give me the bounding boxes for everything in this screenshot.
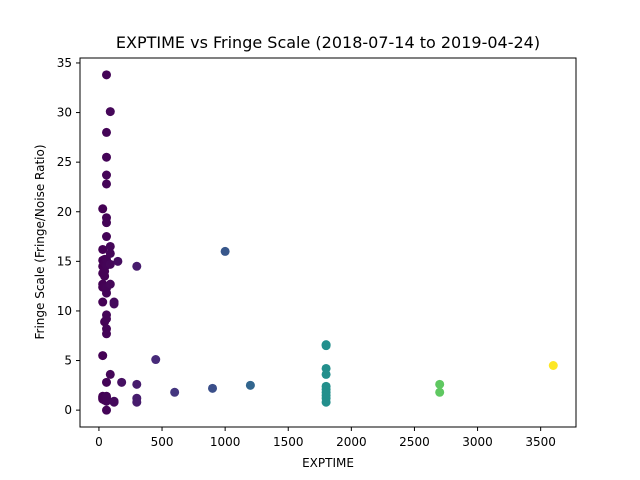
x-tick-label: 1500 <box>273 435 304 449</box>
data-point <box>109 299 119 309</box>
data-point <box>105 259 115 269</box>
y-tick-label: 15 <box>57 254 72 268</box>
data-point <box>208 383 218 393</box>
y-tick-label: 25 <box>57 155 72 169</box>
x-tick-label: 2000 <box>336 435 367 449</box>
x-axis: 0 500 1000 1500 2000 2500 3000 3500 <box>95 427 556 449</box>
y-tick-label: 35 <box>57 56 72 70</box>
y-axis: 0 5 10 15 20 25 30 35 <box>57 56 80 417</box>
data-point <box>321 341 331 351</box>
y-axis-label: Fringe Scale (Fringe/Noise Ratio) <box>33 144 47 339</box>
data-point <box>102 179 112 189</box>
x-tick-label: 500 <box>151 435 174 449</box>
y-tick-label: 0 <box>64 403 72 417</box>
data-point <box>98 244 108 254</box>
x-axis-label: EXPTIME <box>302 456 354 470</box>
data-point <box>105 241 115 251</box>
data-point <box>105 279 115 289</box>
data-point <box>105 369 115 379</box>
x-tick-label: 3500 <box>525 435 556 449</box>
data-point <box>220 246 230 256</box>
x-tick-label: 0 <box>95 435 103 449</box>
data-point <box>321 397 331 407</box>
data-point <box>102 170 112 180</box>
plot-frame <box>79 57 577 428</box>
data-point <box>102 377 112 387</box>
data-point <box>102 218 112 228</box>
points-layer <box>98 70 558 415</box>
data-point <box>435 379 445 389</box>
y-tick-label: 10 <box>57 304 72 318</box>
data-point <box>98 204 108 214</box>
data-point <box>100 271 110 281</box>
y-tick-label: 20 <box>57 205 72 219</box>
data-point <box>435 387 445 397</box>
chart-title: EXPTIME vs Fringe Scale (2018-07-14 to 2… <box>116 33 540 52</box>
data-point <box>548 361 558 370</box>
x-tick-label: 2500 <box>399 435 430 449</box>
data-point <box>98 297 108 307</box>
x-tick-label: 1000 <box>210 435 241 449</box>
data-point <box>102 329 112 339</box>
data-point <box>151 355 161 365</box>
data-point <box>245 380 255 390</box>
data-point <box>132 397 142 407</box>
data-point <box>117 377 127 387</box>
data-point <box>132 379 142 389</box>
data-point <box>132 261 142 271</box>
data-point <box>98 351 108 361</box>
data-point <box>102 396 112 406</box>
data-point <box>102 314 112 324</box>
data-point <box>102 232 112 242</box>
data-point <box>113 256 123 266</box>
data-point <box>109 397 119 407</box>
data-point <box>102 152 112 162</box>
data-point <box>105 248 115 258</box>
y-tick-label: 30 <box>57 106 72 120</box>
data-point <box>102 288 112 298</box>
data-point <box>102 127 112 137</box>
data-point <box>102 405 112 415</box>
data-point <box>105 107 115 117</box>
data-point <box>321 369 331 379</box>
data-point <box>170 387 180 397</box>
data-point <box>102 70 112 80</box>
y-tick-label: 5 <box>64 354 72 368</box>
x-tick-label: 3000 <box>462 435 493 449</box>
